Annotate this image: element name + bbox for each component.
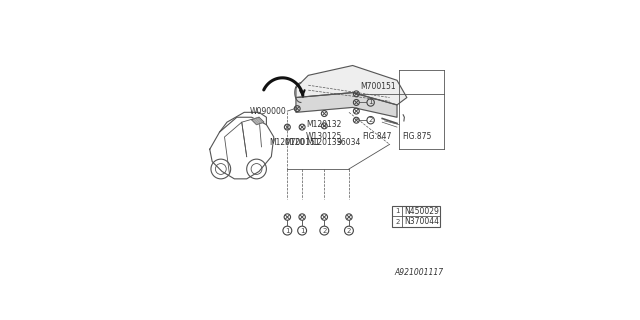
Text: M700151: M700151	[360, 82, 396, 91]
Text: 1: 1	[395, 208, 399, 214]
Polygon shape	[296, 92, 397, 117]
Text: 1: 1	[285, 228, 289, 234]
Text: 1: 1	[300, 228, 305, 234]
Text: M120133: M120133	[307, 138, 342, 147]
Text: 2: 2	[322, 228, 326, 234]
Text: M700151: M700151	[284, 138, 320, 147]
Text: FIG.847: FIG.847	[362, 132, 392, 141]
Text: 2: 2	[347, 228, 351, 234]
Polygon shape	[252, 117, 264, 124]
Text: 1: 1	[369, 100, 373, 106]
Bar	[392, 206, 440, 227]
Text: W130125: W130125	[306, 132, 342, 141]
Text: N450029: N450029	[404, 207, 439, 216]
Text: W090000: W090000	[250, 107, 286, 116]
Text: 2: 2	[369, 117, 373, 123]
Text: A921001117: A921001117	[395, 268, 444, 277]
Text: M120120: M120120	[269, 138, 305, 147]
Text: 2: 2	[395, 219, 399, 225]
Text: 96034: 96034	[337, 138, 361, 147]
Polygon shape	[296, 66, 407, 105]
Text: FIG.875: FIG.875	[402, 132, 431, 141]
Text: M120132: M120132	[307, 120, 342, 129]
Text: N370044: N370044	[404, 217, 440, 226]
